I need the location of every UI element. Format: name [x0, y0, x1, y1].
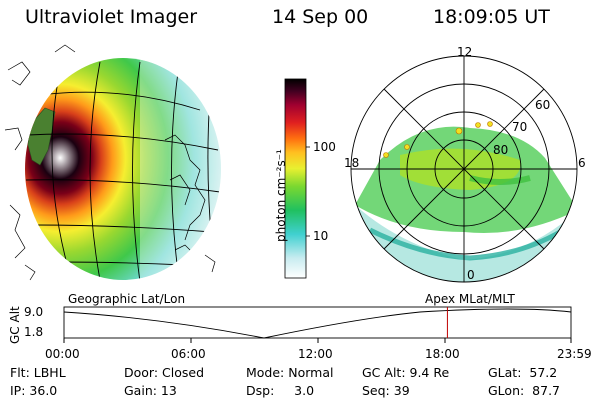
colorbar-unit-label: photon cm⁻²s⁻¹ — [274, 149, 288, 242]
ip-info: IP: 36.0 — [10, 383, 58, 398]
gain-info: Gain: 13 — [124, 383, 177, 398]
instrument-title: Ultraviolet Imager — [25, 6, 198, 28]
date-label: 14 Sep 00 — [272, 6, 369, 28]
orbit-xtick-1200: 12:00 — [298, 347, 333, 361]
filter-info: Flt: LBHL — [10, 365, 66, 380]
orbit-xtick-0000: 00:00 — [45, 347, 80, 361]
glon-info: GLon: 87.7 — [488, 383, 560, 398]
orbit-xtick-0600: 06:00 — [171, 347, 206, 361]
colorbar — [284, 78, 310, 279]
dsp-info: Dsp: 3.0 — [246, 383, 315, 398]
mlt-0-label: 0 — [467, 268, 475, 282]
polar-plot — [350, 55, 578, 283]
right-panel-label: Apex MLat/MLT — [425, 292, 515, 306]
orbit-xtick-2359: 23:59 — [557, 347, 592, 361]
mlat-80-label: 80 — [493, 143, 509, 157]
orbit-ytick-high: 9.0 — [24, 305, 44, 319]
orbit-plot — [63, 306, 572, 343]
orbit-ytick-low: 1.8 — [24, 325, 44, 339]
gc-alt-info: GC Alt: 9.4 Re — [362, 365, 450, 380]
colorbar-tick-10: 10 — [313, 229, 329, 243]
colorbar-tick-100: 100 — [313, 140, 336, 154]
glat-info: GLat: 57.2 — [488, 365, 558, 380]
mlt-18-label: 18 — [344, 156, 360, 170]
earth-image — [4, 44, 221, 281]
left-panel-label: Geographic Lat/Lon — [68, 292, 186, 306]
mlat-70-label: 70 — [512, 120, 528, 134]
time-label: 18:09:05 UT — [433, 6, 550, 28]
orbit-ylabel: GC Alt — [8, 306, 22, 344]
mlt-12-label: 12 — [457, 45, 473, 59]
mlat-60-label: 60 — [535, 98, 551, 112]
seq-info: Seq: 39 — [362, 383, 410, 398]
orbit-xtick-1800: 18:00 — [425, 347, 460, 361]
mode-info: Mode: Normal — [246, 365, 334, 380]
door-info: Door: Closed — [124, 365, 205, 380]
mlt-6-label: 6 — [578, 156, 586, 170]
